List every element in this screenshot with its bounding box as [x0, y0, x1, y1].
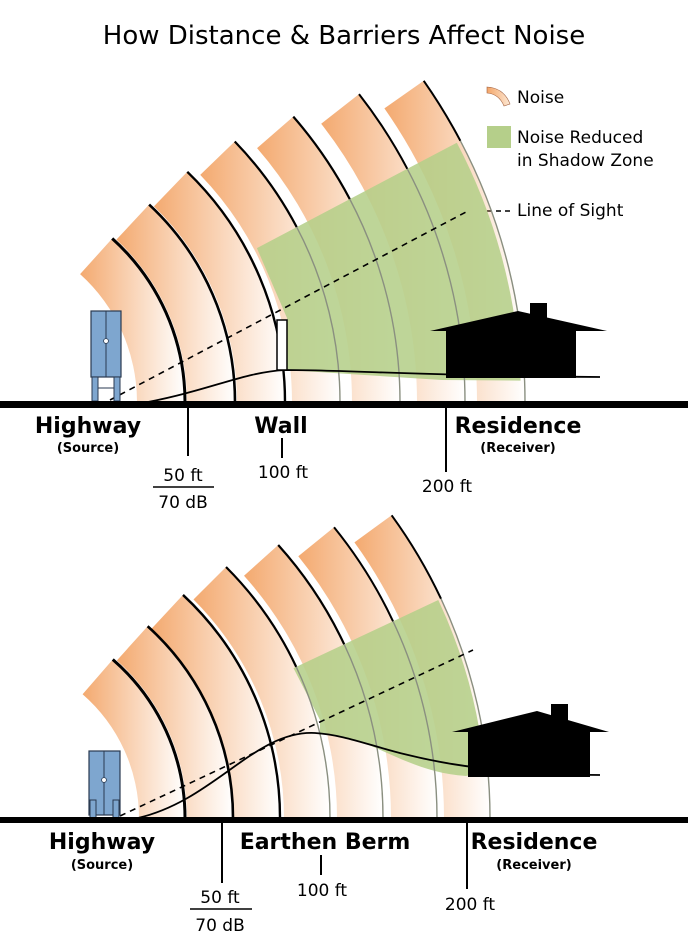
ground-baseline [0, 401, 688, 408]
noise-wall [276, 319, 288, 371]
shadow-zone [256, 142, 521, 381]
shadow-zone [293, 600, 485, 776]
noise-wave-arc [333, 526, 394, 622]
barrier-label: Earthen Berm [240, 830, 411, 855]
noise-wave-arc [146, 625, 235, 819]
noise-band [116, 626, 233, 818]
residence-house-icon [430, 303, 607, 378]
reduced-wave-arc [392, 620, 438, 819]
receiver-sub-label: (Receiver) [496, 858, 571, 873]
legend-line-of-sight-label: Line of Sight [517, 201, 624, 221]
distance-100ft-label: 100 ft [297, 881, 348, 901]
distance-200ft-label: 200 ft [422, 477, 473, 497]
distance-200ft-label: 200 ft [445, 895, 496, 915]
noise-wave-arc [148, 203, 237, 403]
legend-noise-label: Noise [517, 88, 564, 108]
noise-band [80, 238, 185, 402]
line-of-sight [109, 211, 467, 401]
noise-wave-arc [277, 544, 346, 645]
highway-source-icon [90, 310, 122, 402]
noise-wave-arc [182, 594, 282, 819]
shadow-zone-area [256, 142, 521, 381]
noise-wave-arc [111, 237, 187, 403]
distance-50ft-label: 50 ft [200, 888, 240, 908]
level-70db-label: 70 dB [195, 916, 245, 936]
reduced-wave-arc [343, 643, 384, 819]
receiver-label: Residence [471, 830, 598, 855]
noise-band [82, 659, 185, 818]
noise-wave-arc [390, 514, 442, 600]
legend-shadow-label-2: in Shadow Zone [517, 151, 654, 171]
distance-100ft-label: 100 ft [258, 463, 309, 483]
diagram-title: How Distance & Barriers Affect Noise [103, 21, 585, 51]
noise-band [116, 204, 235, 402]
noise-wave-arc [422, 80, 462, 142]
panel-berm: Highway (Source) Earthen Berm Residence … [0, 514, 688, 936]
reduced-wave-arc [296, 226, 341, 403]
legend-shadow-label-1: Noise Reduced [517, 128, 643, 148]
receiver-sub-label: (Receiver) [480, 441, 555, 456]
distance-50ft-label: 50 ft [163, 466, 203, 486]
source-label: Highway [35, 414, 141, 439]
noise-band [151, 594, 281, 818]
receiver-label: Residence [455, 414, 582, 439]
reduced-wave-arc [440, 598, 491, 819]
barrier-label: Wall [254, 414, 307, 439]
ground-baseline [0, 817, 688, 823]
noise-wave-arc [358, 93, 409, 170]
noise-wave-arc [233, 140, 298, 228]
shadow-zone-area [293, 600, 485, 776]
source-sub-label: (Source) [57, 441, 119, 456]
legend: Noise Noise Reduced in Shadow Zone Line … [486, 86, 654, 221]
residence-house-icon [452, 704, 609, 777]
noise-wave-arc [225, 566, 298, 668]
noise-arcs [111, 514, 491, 819]
highway-source-icon [88, 750, 121, 819]
noise-band [153, 171, 285, 402]
reduced-wave-arc [295, 666, 331, 819]
level-70db-label: 70 dB [158, 493, 208, 513]
reduced-wave-arc [349, 198, 401, 403]
panel-wall: Highway (Source) Wall Residence (Receive… [0, 80, 688, 513]
noise-band [193, 566, 330, 818]
legend-noise-swatch [486, 86, 511, 107]
source-sub-label: (Source) [71, 858, 133, 873]
noise-wave-arc [111, 658, 187, 819]
source-label: Highway [49, 830, 155, 855]
noise-wave-arc [292, 115, 351, 200]
legend-shadow-swatch [487, 126, 511, 148]
